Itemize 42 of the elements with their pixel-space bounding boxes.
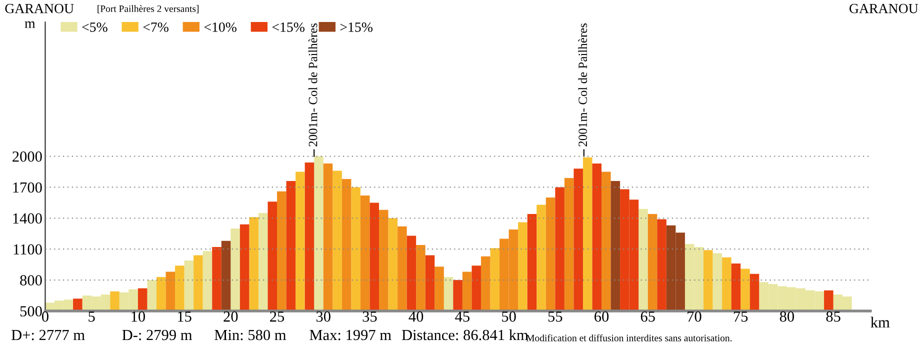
x-axis-title: km (870, 316, 890, 328)
text: GARANOU (850, 4, 918, 14)
text: Min: 580 m (214, 330, 286, 340)
legend-label: >15% (340, 22, 372, 32)
x-tick-label: 40 (408, 311, 424, 322)
legend-label: <10% (204, 22, 236, 32)
y-tick-label: 1400 (13, 213, 42, 224)
text: D+: 2777 m (12, 330, 85, 340)
annotation: 2001m- Col de Pailhères (308, 23, 318, 146)
legend-label: <5% (82, 22, 108, 32)
x-tick-label: 85 (826, 311, 840, 322)
x-tick-label: 70 (688, 311, 702, 322)
text: Max: 1997 m (310, 330, 392, 340)
y-tick-label: 1700 (13, 182, 42, 193)
x-tick-label: 25 (270, 311, 284, 322)
x-tick-label: 5 (88, 312, 95, 322)
x-tick-label: 65 (640, 311, 655, 322)
y-tick-label: 2000 (12, 151, 42, 162)
x-tick-label: 10 (132, 311, 145, 322)
x-tick-label: 30 (316, 311, 330, 322)
x-tick-label: 15 (178, 312, 192, 322)
x-tick-label: 80 (780, 311, 794, 322)
chart-subtitle: [Port Pailhères 2 versants] (98, 5, 199, 14)
legend-label: <15% (272, 22, 304, 32)
text: D-: 2799 m (122, 330, 192, 340)
x-tick-label: 75 (734, 312, 748, 322)
text: Modification et diffusion interdites sans autorisation. (526, 334, 732, 342)
annotation: 2001m- Col de Pailhères (578, 23, 588, 146)
x-tick-label: 35 (362, 311, 377, 322)
legend-label: <7% (143, 22, 168, 32)
x-tick-label: 0 (42, 311, 48, 322)
y-tick-label: 1100 (14, 244, 42, 255)
y-axis-title: m (24, 21, 36, 28)
chart-title: GARANOU (5, 4, 74, 14)
x-tick-label: 55 (548, 312, 562, 322)
text: Distance: 86.841 km (402, 329, 528, 340)
y-tick-label: 500 (20, 306, 42, 316)
x-tick-label: 45 (455, 312, 470, 322)
x-tick-label: 50 (502, 311, 516, 322)
x-tick-label: 60 (594, 311, 609, 322)
x-tick-label: 20 (224, 311, 238, 322)
y-tick-label: 800 (20, 275, 42, 286)
